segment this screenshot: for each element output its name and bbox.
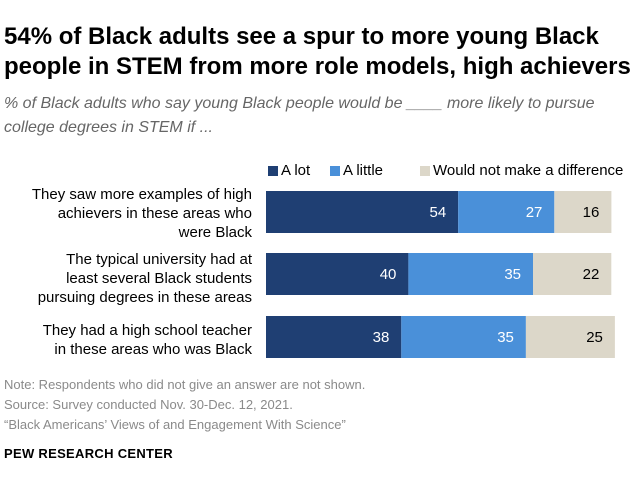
footnote-report: “Black Americans’ Views of and Engagemen… [4, 417, 346, 432]
data-label-a-little: 35 [504, 266, 521, 283]
brand-label: PEW RESEARCH CENTER [4, 446, 173, 461]
data-label-a-lot: 54 [430, 204, 447, 221]
row-label-line: were Black [178, 224, 252, 241]
data-label-no-difference: 25 [586, 329, 603, 346]
legend-label-no-difference: Would not make a difference [433, 162, 624, 179]
data-label-a-lot: 38 [373, 329, 390, 346]
bar-segment-no-difference [525, 316, 615, 358]
chart-subtitle: % of Black adults who say young Black pe… [4, 95, 595, 136]
bar-segment-a-lot [266, 253, 409, 295]
data-label-no-difference: 16 [583, 204, 600, 221]
bar-segment-a-little [401, 316, 526, 358]
row-label-line: achievers in these areas who [57, 205, 252, 222]
bar-segment-a-lot [266, 316, 402, 358]
row-label-line: They had a high school teacher [42, 322, 252, 339]
legend-label-a-lot: A lot [281, 162, 311, 179]
data-label-a-lot: 40 [380, 266, 397, 283]
row-label-teacher: They had a high school teacher in these … [0, 321, 252, 359]
stacked-bar-chart: 54 27 16 40 35 22 38 35 25 [266, 191, 615, 358]
data-label-no-difference: 22 [583, 266, 600, 283]
legend-swatch-no-difference [420, 165, 430, 176]
row-label-line: They saw more examples of high [31, 186, 252, 203]
bar-segment-no-difference [554, 191, 612, 233]
legend-label-a-little: A little [343, 162, 384, 179]
row-label-line: pursuing degrees in these areas [37, 289, 252, 306]
footnote-source: Source: Survey conducted Nov. 30-Dec. 12… [4, 397, 293, 412]
bar-segment-a-little [408, 253, 533, 295]
row-label-role-models: They saw more examples of high achievers… [0, 185, 252, 242]
row-label-line: in these areas who was Black [54, 341, 252, 358]
data-label-a-little: 27 [526, 204, 543, 221]
row-label-university: The typical university had at least seve… [0, 250, 252, 307]
footnote-note: Note: Respondents who did not give an an… [4, 377, 366, 392]
chart-legend: A lot A little Would not make a differen… [0, 162, 639, 182]
legend-swatch-a-little [330, 165, 340, 176]
bar-segment-no-difference [533, 253, 612, 295]
bar-segment-a-little [458, 191, 555, 233]
legend-item-a-little: A little [330, 162, 383, 179]
legend-item-a-lot: A lot [268, 162, 310, 179]
legend-swatch-a-lot [268, 165, 278, 176]
chart-title: 54% of Black adults see a spur to more y… [4, 23, 631, 80]
bar-segment-a-lot [266, 191, 459, 233]
data-label-a-little: 35 [497, 329, 514, 346]
legend-item-no-difference: Would not make a difference [420, 162, 623, 179]
row-label-line: The typical university had at [66, 251, 252, 268]
row-label-line: least several Black students [66, 270, 252, 287]
